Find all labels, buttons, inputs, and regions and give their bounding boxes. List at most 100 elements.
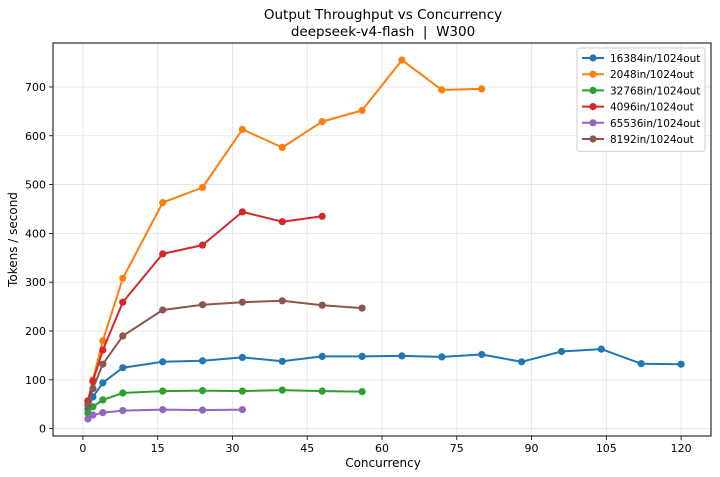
data-point (84, 401, 92, 409)
data-point (159, 358, 167, 366)
legend-swatch-marker (589, 86, 597, 94)
y-tick-label: 300 (25, 276, 46, 289)
data-point (597, 345, 605, 353)
legend-swatch-marker (589, 135, 597, 143)
legend-label: 8192in/1024out (610, 134, 694, 146)
data-point (318, 212, 326, 220)
x-tick-label: 75 (450, 442, 464, 455)
data-point (278, 357, 286, 365)
legend-swatch-marker (589, 119, 597, 127)
data-point (398, 56, 406, 64)
data-point (358, 352, 366, 360)
y-tick-label: 100 (25, 374, 46, 387)
x-tick-label: 105 (596, 442, 617, 455)
data-point (99, 360, 107, 368)
data-point (99, 346, 107, 354)
y-tick-label: 500 (25, 179, 46, 192)
plot-area-frame (52, 42, 712, 437)
y-tick-label: 200 (25, 325, 46, 338)
data-point (278, 386, 286, 394)
data-point (478, 350, 486, 359)
data-point (89, 411, 97, 419)
x-tick-label: 30 (225, 442, 239, 455)
data-point (318, 387, 326, 395)
legend-label: 32768in/1024out (610, 85, 700, 97)
data-point (318, 352, 326, 360)
data-point (159, 199, 167, 207)
legend-label: 65536in/1024out (610, 118, 700, 130)
legend-label: 2048in/1024out (610, 69, 694, 81)
data-point (119, 332, 127, 340)
data-point (358, 106, 366, 114)
data-point (278, 297, 286, 305)
y-tick-label: 400 (25, 227, 46, 240)
legend-entry: 8192in/1024out (582, 134, 694, 146)
legend-label: 16384in/1024out (610, 53, 700, 65)
data-point (198, 301, 207, 309)
x-axis-label: Concurrency (345, 456, 421, 470)
data-point (198, 357, 207, 365)
data-point (119, 389, 127, 397)
data-point (478, 85, 486, 93)
data-point (318, 118, 326, 126)
data-point (89, 385, 97, 393)
data-point (119, 298, 127, 306)
data-point (99, 396, 107, 404)
series-line (86, 348, 682, 410)
data-point (238, 125, 246, 133)
chart-subtitle: deepseek-v4-flash | W300 (291, 24, 475, 40)
series-65536in/1024out (84, 406, 246, 423)
series-line (86, 299, 363, 406)
data-point (238, 406, 246, 414)
data-point (159, 387, 167, 395)
x-tick-label: 15 (151, 442, 165, 455)
data-point (198, 183, 207, 192)
data-point (438, 353, 446, 361)
data-point (238, 298, 246, 306)
series-lines (84, 56, 685, 423)
legend-swatch-marker (589, 70, 597, 78)
axis-ticks: 0 15 30 45 60 75 90 105 120 0 100 200 300 400 500 600 70… (25, 81, 692, 455)
legend-entry: 16384in/1024out (582, 53, 700, 65)
data-point (198, 406, 207, 414)
data-point (159, 250, 167, 258)
series-4096in/1024out (84, 208, 326, 405)
data-point (677, 360, 685, 368)
data-point (159, 406, 167, 414)
data-point (358, 304, 366, 312)
data-point (438, 86, 446, 94)
series-8192in/1024out (84, 297, 366, 409)
x-tick-label: 60 (375, 442, 389, 455)
legend-box (576, 47, 706, 152)
y-tick-label: 0 (39, 423, 46, 436)
legend-entry: 65536in/1024out (582, 118, 700, 130)
data-point (518, 358, 526, 366)
legend-entry: 4096in/1024out (582, 102, 694, 114)
data-point (119, 274, 127, 282)
data-point (358, 388, 366, 396)
legend-label: 4096in/1024out (610, 102, 694, 114)
x-tick-label: 0 (79, 442, 86, 455)
data-point (99, 337, 107, 345)
data-point (238, 208, 246, 216)
data-point (278, 143, 286, 152)
data-point (238, 387, 246, 395)
y-tick-label: 600 (25, 130, 46, 143)
data-point (198, 241, 207, 249)
chart-title: Output Throughput vs Concurrency (264, 7, 502, 23)
data-point (159, 306, 167, 314)
data-point (278, 218, 286, 226)
data-point (557, 347, 566, 356)
y-tick-label: 700 (25, 81, 46, 94)
data-point (119, 364, 127, 372)
x-tick-label: 120 (671, 442, 692, 455)
y-axis-label: Tokens / second (6, 192, 20, 288)
data-point (99, 379, 107, 387)
series-16384in/1024out (84, 345, 685, 413)
x-tick-label: 45 (300, 442, 314, 455)
data-point (318, 301, 326, 309)
x-tick-label: 90 (525, 442, 539, 455)
series-line (87, 389, 363, 414)
data-point (84, 415, 92, 423)
